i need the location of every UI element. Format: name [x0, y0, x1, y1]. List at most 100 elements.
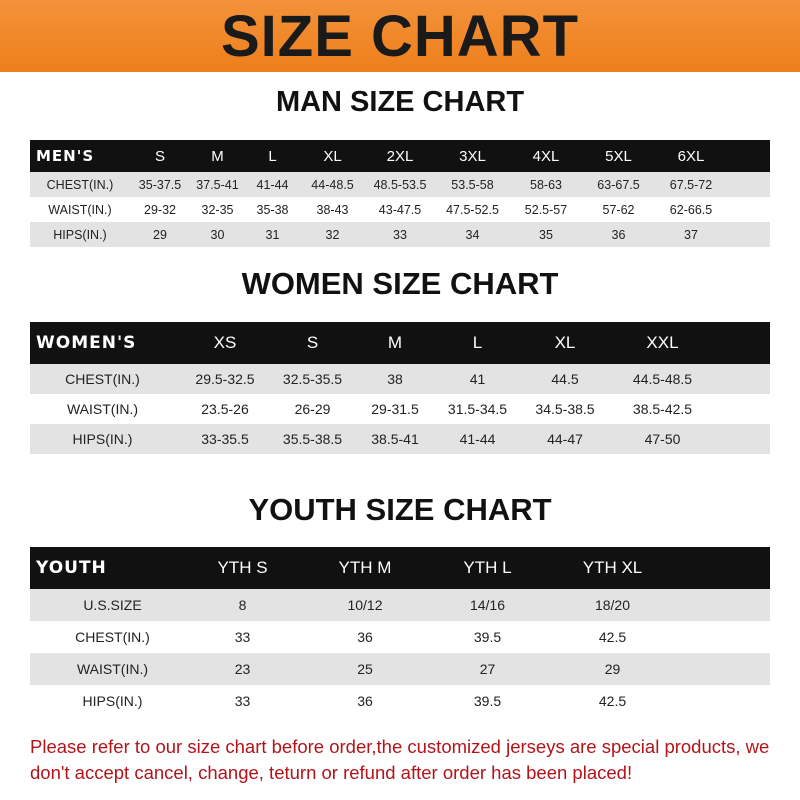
size-header: 3XL	[459, 147, 486, 165]
table-cell: 48.5-53.5	[373, 177, 427, 192]
row-label: HIPS(IN.)	[72, 431, 133, 447]
table-cell: 57-62	[602, 202, 635, 217]
youth-heading: YOUTH SIZE CHART	[248, 492, 552, 527]
table-cell: 38.5-41	[371, 431, 419, 447]
row-label: WAIST(IN.)	[76, 661, 149, 677]
table-cell: 43-47.5	[378, 202, 422, 217]
row-label: CHEST(IN.)	[46, 177, 114, 192]
table-cell: 37	[684, 227, 698, 242]
header-row: MEN'S S M L XL 2XL 3XL 4XL 5XL 6XL	[30, 140, 770, 172]
size-header: XL	[323, 147, 342, 165]
table-cell: 36	[357, 693, 373, 709]
row-label: CHEST(IN.)	[65, 371, 140, 387]
table-cell: 25	[357, 661, 373, 677]
table-row: CHEST(IN.) 33 36 39.5 42.5	[30, 621, 770, 653]
table-row: HIPS(IN.) 33 36 39.5 42.5	[30, 685, 770, 717]
table-row: WAIST(IN.) 29-32 32-35 35-38 38-43 43-47.5 47.…	[30, 197, 770, 222]
table-cell: 23	[234, 661, 251, 677]
table-cell: 44.5	[551, 371, 579, 387]
table-cell: 53.5-58	[451, 177, 494, 192]
table-cell: 38	[387, 371, 403, 387]
table-corner-label: YOUTH	[36, 558, 107, 578]
table-cell: 31.5-34.5	[447, 401, 508, 417]
row-label: HIPS(IN.)	[82, 693, 143, 709]
table-cell: 33-35.5	[201, 431, 249, 447]
table-cell: 27	[479, 661, 496, 677]
table-row: WAIST(IN.) 23.5-26 26-29 29-31.5 31.5-34.5 34…	[30, 394, 770, 424]
table-cell: 44.5-48.5	[632, 371, 693, 387]
row-label: U.S.SIZE	[83, 597, 142, 613]
table-cell: 34.5-38.5	[535, 401, 595, 417]
table-cell: 47-50	[644, 431, 681, 447]
size-header: XXL	[646, 333, 679, 352]
table-cell: 29-32	[144, 202, 176, 217]
size-header: M	[387, 333, 403, 352]
table-cell: 29.5-32.5	[195, 371, 255, 387]
size-header: 5XL	[605, 147, 632, 165]
table-cell: 8	[238, 597, 247, 613]
table-cell: 14/16	[469, 597, 506, 613]
table-cell: 35	[539, 227, 553, 242]
size-header: S	[154, 147, 165, 165]
table-cell: 38.5-42.5	[632, 401, 693, 417]
table-cell: 52.5-57	[524, 202, 568, 217]
table-row: WAIST(IN.) 23 25 27 29	[30, 653, 770, 685]
table-cell: 33	[234, 629, 251, 645]
size-header: YTH XL	[582, 558, 643, 577]
table-cell: 18/20	[594, 597, 631, 613]
table-cell: 32	[325, 227, 340, 242]
size-header: 6XL	[677, 147, 705, 165]
header-row: YOUTH YTH S YTH M YTH L YTH XL	[30, 547, 770, 589]
table-cell: 33	[393, 227, 407, 242]
table-cell: 31	[265, 227, 280, 242]
table-row: HIPS(IN.) 33-35.5 35.5-38.5 38.5-41 41-44 44-…	[30, 424, 770, 454]
men-size-table: MEN'S S M L XL 2XL 3XL 4XL 5XL 6XL CHEST(IN.) 35-37…	[30, 140, 770, 247]
table-cell: 41-44	[256, 177, 289, 192]
table-cell: 29	[604, 661, 621, 677]
table-cell: 47.5-52.5	[446, 202, 499, 217]
table-cell: 35.5-38.5	[282, 431, 343, 447]
table-cell: 29	[153, 227, 167, 242]
size-header: L	[268, 147, 277, 165]
size-header: XS	[213, 333, 237, 352]
size-header: 4XL	[532, 147, 560, 165]
row-label: CHEST(IN.)	[75, 629, 150, 645]
table-cell: 44-48.5	[311, 177, 354, 192]
table-cell: 36	[611, 227, 626, 242]
table-cell: 67.5-72	[669, 177, 713, 192]
youth-size-table: YOUTH YTH S YTH M YTH L YTH XL U.S.SIZE 8 10/12…	[30, 547, 770, 717]
table-cell: 41-44	[459, 431, 496, 447]
men-heading: MAN SIZE CHART	[275, 86, 525, 118]
table-cell: 42.5	[598, 629, 627, 645]
size-header: S	[306, 333, 319, 352]
size-header: YTH L	[463, 558, 512, 577]
table-row: U.S.SIZE 8 10/12 14/16 18/20	[30, 589, 770, 621]
table-cell: 10/12	[347, 597, 383, 613]
page-title: SIZE CHART	[221, 3, 579, 69]
table-cell: 23.5-26	[201, 401, 249, 417]
table-corner-label: MEN'S	[36, 147, 95, 165]
size-header: L	[472, 333, 483, 352]
order-notice: Please refer to our size chart before or…	[30, 736, 770, 783]
women-heading: WOMEN SIZE CHART	[241, 266, 559, 301]
table-cell: 37.5-41	[196, 177, 239, 192]
table-cell: 26-29	[294, 401, 331, 417]
title-banner: SIZE CHART	[0, 0, 800, 72]
table-cell: 29-31.5	[371, 401, 419, 417]
table-cell: 39.5	[473, 693, 502, 709]
size-header: YTH S	[217, 558, 268, 577]
table-cell: 35-37.5	[138, 177, 182, 192]
table-cell: 58-63	[530, 177, 562, 192]
table-cell: 33	[234, 693, 251, 709]
row-label: WAIST(IN.)	[66, 401, 139, 417]
table-cell: 38-43	[316, 202, 349, 217]
table-cell: 34	[465, 227, 480, 242]
row-label: WAIST(IN.)	[48, 202, 112, 217]
table-cell: 30	[210, 227, 225, 242]
header-row: WOMEN'S XS S M L XL XXL	[30, 322, 770, 364]
size-header: M	[211, 147, 224, 165]
table-cell: 42.5	[598, 693, 627, 709]
table-row: CHEST(IN.) 29.5-32.5 32.5-35.5 38 41 44.5 44.5…	[30, 364, 770, 394]
table-row: CHEST(IN.) 35-37.5 37.5-41 41-44 44-48.5 48.5…	[30, 172, 770, 197]
table-cell: 41	[469, 371, 486, 387]
